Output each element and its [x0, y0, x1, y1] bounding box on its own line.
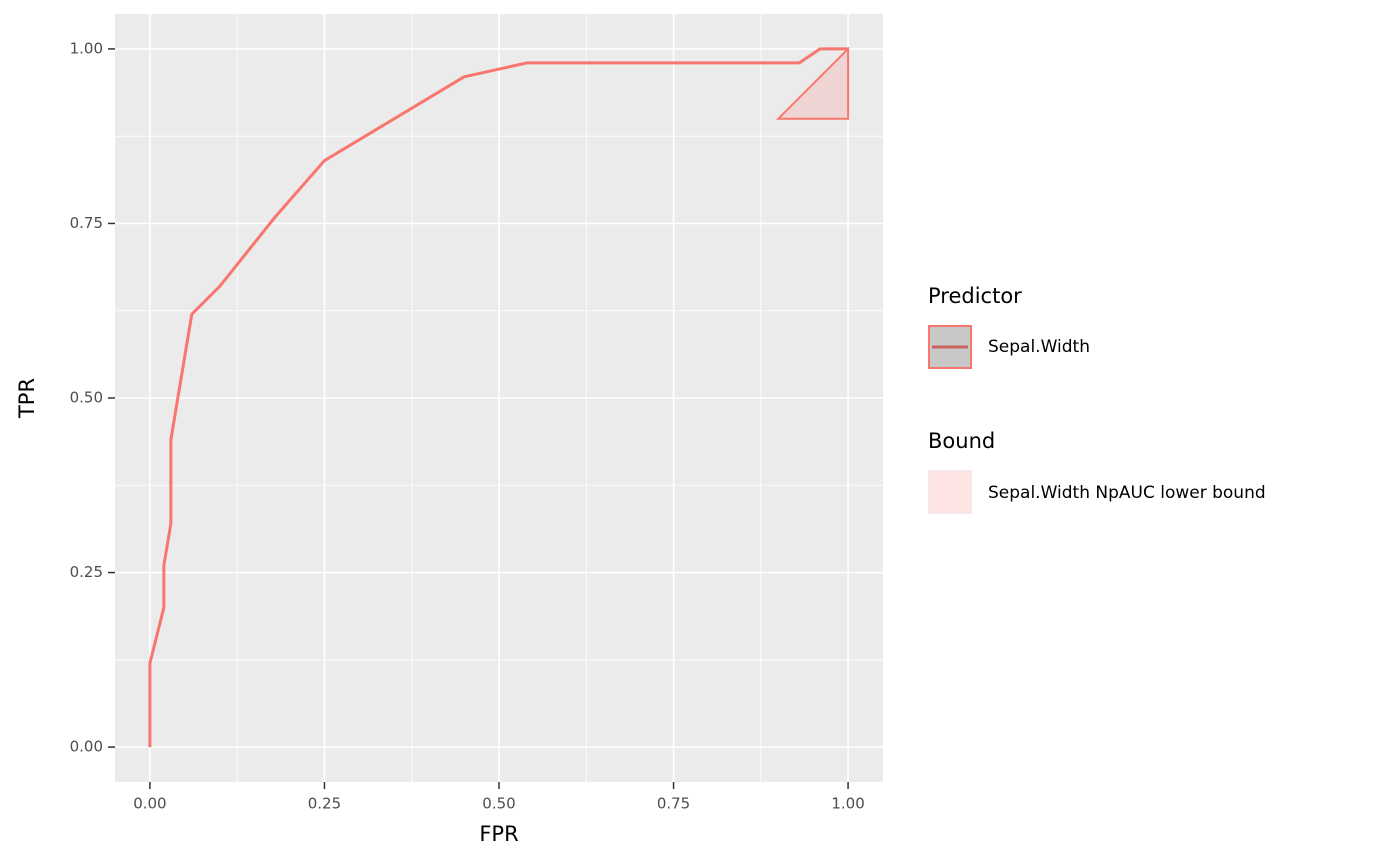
x-tick-label: 0.50 [482, 795, 515, 813]
legend-label: Sepal.Width [988, 337, 1090, 357]
y-tick-label: 0.75 [70, 214, 103, 232]
x-tick-label: 0.00 [133, 795, 166, 813]
y-axis-title: TPR [15, 378, 39, 419]
roc-line [148, 47, 849, 748]
legend-title: Bound [928, 429, 995, 453]
bound-area [775, 46, 850, 120]
legend-label: Sepal.Width NpAUC lower bound [988, 483, 1266, 503]
x-tick-label: 0.25 [308, 795, 341, 813]
y-tick-label: 0.00 [70, 738, 103, 756]
legend-title: Predictor [928, 284, 1022, 308]
y-tick-label: 0.25 [70, 563, 103, 581]
x-axis-title: FPR [479, 822, 518, 846]
x-tick-label: 1.00 [831, 795, 864, 813]
x-tick-label: 0.75 [657, 795, 690, 813]
y-tick-label: 1.00 [70, 39, 103, 57]
y-tick-label: 0.50 [70, 389, 103, 407]
legend-key [928, 470, 972, 514]
